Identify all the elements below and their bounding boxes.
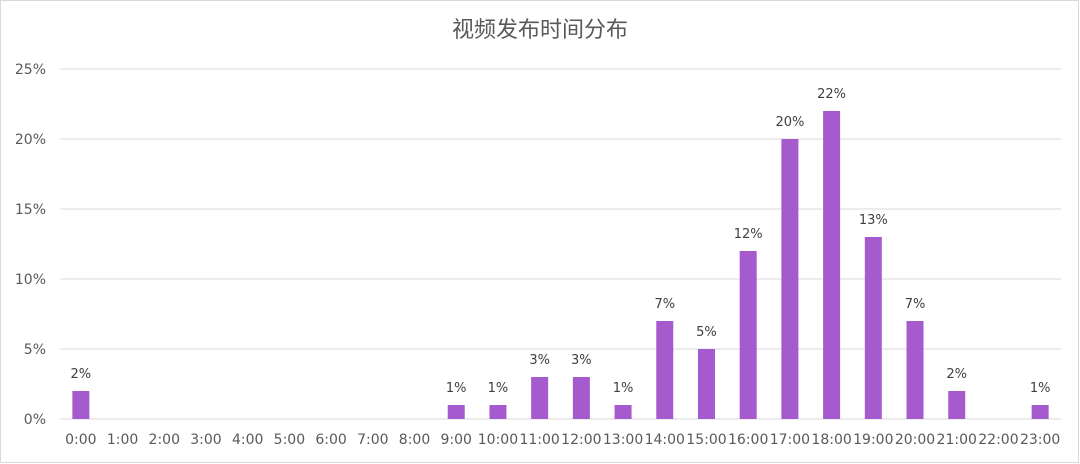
bar bbox=[572, 377, 590, 419]
x-tick-label: 9:00 bbox=[441, 432, 472, 448]
x-tick-label: 5:00 bbox=[274, 432, 305, 448]
x-tick-label: 23:00 bbox=[1020, 432, 1060, 448]
x-axis-ticks: 0:00 1:00 2:00 3:00 4:00 5:00 6:00 7:00 8:00 9:00… bbox=[65, 432, 1060, 448]
x-tick-label: 21:00 bbox=[937, 432, 977, 448]
x-tick-label: 11:00 bbox=[519, 432, 559, 448]
bar bbox=[864, 237, 882, 419]
x-tick-label: 17:00 bbox=[770, 432, 810, 448]
data-label: 22% bbox=[817, 87, 846, 102]
x-tick-label: 18:00 bbox=[811, 432, 851, 448]
data-label: 3% bbox=[571, 353, 592, 368]
bar bbox=[531, 377, 549, 419]
data-label: 20% bbox=[775, 115, 804, 130]
y-tick-label: 15% bbox=[15, 202, 46, 218]
bar bbox=[447, 405, 465, 419]
x-tick-label: 20:00 bbox=[895, 432, 935, 448]
bar bbox=[697, 349, 715, 419]
bar bbox=[948, 391, 966, 419]
data-label: 1% bbox=[1030, 381, 1051, 396]
gridlines bbox=[60, 68, 1061, 420]
data-label: 5% bbox=[696, 325, 717, 340]
x-tick-label: 3:00 bbox=[190, 432, 221, 448]
x-tick-label: 6:00 bbox=[315, 432, 346, 448]
y-tick-label: 5% bbox=[24, 342, 46, 358]
x-tick-label: 2:00 bbox=[149, 432, 180, 448]
x-tick-label: 14:00 bbox=[645, 432, 685, 448]
data-label: 1% bbox=[613, 381, 634, 396]
x-tick-label: 19:00 bbox=[853, 432, 893, 448]
data-label: 1% bbox=[488, 381, 509, 396]
bar bbox=[614, 405, 632, 419]
bar bbox=[1031, 405, 1049, 419]
data-label: 3% bbox=[529, 353, 550, 368]
data-label: 7% bbox=[905, 297, 926, 312]
x-tick-label: 16:00 bbox=[728, 432, 768, 448]
x-tick-label: 7:00 bbox=[357, 432, 388, 448]
data-label: 2% bbox=[71, 367, 92, 382]
bar bbox=[739, 251, 757, 419]
x-tick-label: 22:00 bbox=[978, 432, 1018, 448]
bar bbox=[906, 321, 924, 419]
y-axis-ticks: 0% 5% 10% 15% 20% 25% bbox=[15, 62, 46, 428]
data-label: 2% bbox=[946, 367, 967, 382]
y-tick-label: 10% bbox=[15, 272, 46, 288]
x-tick-label: 13:00 bbox=[603, 432, 643, 448]
x-tick-label: 0:00 bbox=[65, 432, 96, 448]
data-label: 1% bbox=[446, 381, 467, 396]
bar bbox=[823, 111, 841, 419]
x-tick-label: 15:00 bbox=[686, 432, 726, 448]
x-tick-label: 4:00 bbox=[232, 432, 263, 448]
x-tick-label: 8:00 bbox=[399, 432, 430, 448]
y-tick-label: 0% bbox=[24, 412, 46, 428]
x-tick-label: 10:00 bbox=[478, 432, 518, 448]
x-tick-label: 12:00 bbox=[561, 432, 601, 448]
bar bbox=[489, 405, 507, 419]
y-tick-label: 25% bbox=[15, 62, 46, 78]
data-label: 12% bbox=[734, 227, 763, 242]
data-labels: 2% 1% 1% 3% 3% 1% 7% 5% 12% 20% 22% 13% 7% 2% 1% bbox=[71, 87, 1051, 396]
x-tick-label: 1:00 bbox=[107, 432, 138, 448]
data-label: 7% bbox=[654, 297, 675, 312]
chart-title: 视频发布时间分布 bbox=[451, 18, 628, 43]
y-tick-label: 20% bbox=[15, 132, 46, 148]
bars bbox=[72, 111, 1049, 419]
bar bbox=[656, 321, 674, 419]
bar bbox=[72, 391, 90, 419]
data-label: 13% bbox=[859, 213, 888, 228]
bar bbox=[781, 139, 799, 419]
